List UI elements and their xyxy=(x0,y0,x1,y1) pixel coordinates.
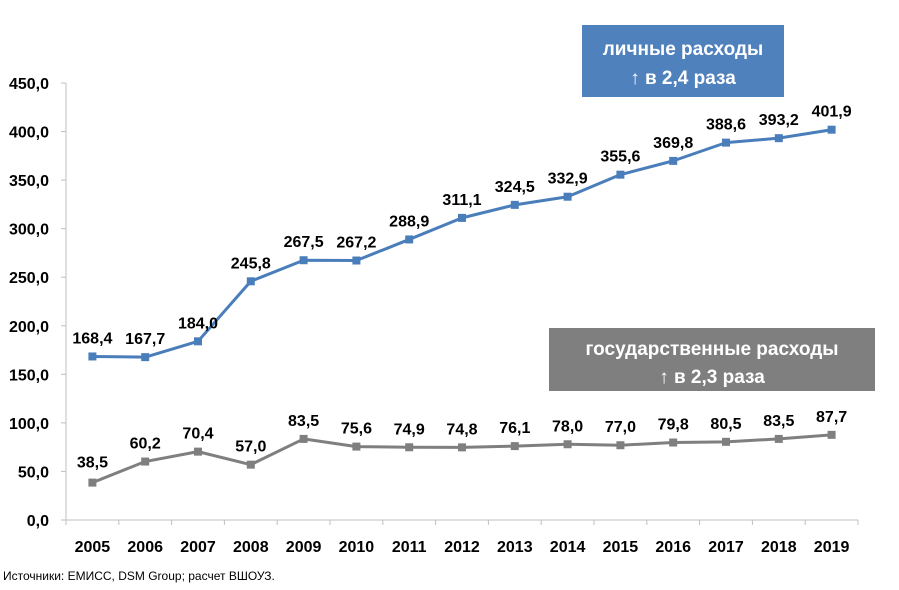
y-tick-label: 250,0 xyxy=(9,270,49,287)
y-tick-label: 300,0 xyxy=(9,222,49,239)
series-2-point xyxy=(563,440,572,449)
x-tick-label: 2005 xyxy=(75,539,111,556)
series-2-point xyxy=(827,430,836,439)
x-tick-label: 2017 xyxy=(708,539,744,556)
series-1-data-label: 393,2 xyxy=(759,112,799,129)
y-tick-label: 400,0 xyxy=(9,125,49,142)
y-tick-label: 450,0 xyxy=(9,76,49,93)
x-tick-label: 2015 xyxy=(603,539,639,556)
x-tick-label: 2011 xyxy=(392,539,427,556)
series-2-data-label: 80,5 xyxy=(710,416,741,433)
axes: 0,0 50,0 100,0 150,0 200,0 250,0 300,0 350,0 400… xyxy=(9,76,859,556)
series-2-data-label: 38,5 xyxy=(77,455,108,472)
series-1-point xyxy=(141,353,150,362)
y-tick-label: 350,0 xyxy=(9,173,49,190)
data-labels: 168,4 167,7 184,0 245,8 267,5 267,2 288,9 311,1… xyxy=(72,104,851,472)
y-tick-label: 100,0 xyxy=(9,416,49,433)
series-1-point xyxy=(563,192,572,201)
x-tick-label: 2013 xyxy=(497,539,533,556)
series-2-data-label: 74,9 xyxy=(394,421,425,438)
series-2-data-label: 77,0 xyxy=(605,419,636,436)
y-tick-label: 0,0 xyxy=(27,513,49,530)
series-2-point xyxy=(405,443,414,452)
series-2-point xyxy=(616,441,625,450)
x-tick-label: 2009 xyxy=(286,539,322,556)
annotation-government-line2: ↑ в 2,3 раза xyxy=(659,367,765,388)
series-2-data-label: 75,6 xyxy=(341,421,372,438)
x-tick-label: 2018 xyxy=(761,539,797,556)
series-1-point xyxy=(88,352,97,361)
series-1-data-label: 324,5 xyxy=(495,179,535,196)
series-1-data-label: 311,1 xyxy=(442,192,481,209)
series-2-data-label: 74,8 xyxy=(446,421,477,438)
series-1-point xyxy=(405,235,414,244)
series-1-point xyxy=(722,138,730,147)
series-1-point xyxy=(458,213,466,222)
series-1-point xyxy=(352,256,361,265)
annotation-personal-line2: ↑ в 2,4 раза xyxy=(630,68,736,89)
series-2-data-label: 87,7 xyxy=(816,409,847,426)
series-2-data-label: 60,2 xyxy=(130,436,161,453)
series-2-point xyxy=(194,447,202,456)
series-1-point xyxy=(669,156,678,165)
annotation-personal-line1: личные расходы xyxy=(603,39,764,60)
annotation-government-line1: государственные расходы xyxy=(585,339,838,360)
x-tick-label: 2014 xyxy=(550,539,586,556)
series-2-point xyxy=(88,478,97,487)
series-1-point xyxy=(299,256,308,265)
series-2-point xyxy=(352,442,361,451)
series-1-point xyxy=(616,170,625,179)
y-tick-label: 200,0 xyxy=(9,319,49,336)
series-1-data-label: 245,8 xyxy=(231,255,271,272)
annotation-government-box xyxy=(549,328,875,391)
series-2-data-label: 78,0 xyxy=(552,418,583,435)
series-1-point xyxy=(194,337,202,346)
x-tick-label: 2019 xyxy=(814,539,850,556)
x-tick-label: 2012 xyxy=(444,539,480,556)
annotation-personal: личные расходы ↑ в 2,4 раза xyxy=(582,25,784,97)
series-1-data-label: 184,0 xyxy=(178,315,218,332)
series-1-data-label: 167,7 xyxy=(125,331,165,348)
series-1-data-label: 267,2 xyxy=(336,235,376,252)
y-tick-label: 150,0 xyxy=(9,367,49,384)
series-2-data-label: 83,5 xyxy=(288,413,319,430)
series-2-point xyxy=(458,443,466,452)
series-1-data-label: 288,9 xyxy=(389,213,429,230)
series-2-point xyxy=(246,460,255,469)
series-1-point xyxy=(510,200,519,209)
series-2-point xyxy=(141,457,150,466)
series-2-point xyxy=(722,437,730,446)
series-1-point xyxy=(774,134,783,143)
series-2-data-label: 57,0 xyxy=(235,439,266,456)
series-2-data-label: 70,4 xyxy=(182,426,213,443)
x-tick-label: 2010 xyxy=(339,539,375,556)
series-2-data-label: 83,5 xyxy=(763,413,794,430)
x-tick-label: 2016 xyxy=(655,539,691,556)
series-1-data-label: 369,8 xyxy=(653,135,693,152)
series-1-data-label: 168,4 xyxy=(72,330,112,347)
annotation-personal-box xyxy=(582,25,784,97)
series-2-point xyxy=(669,438,678,447)
series-2-point xyxy=(510,442,519,451)
series-1-data-label: 355,6 xyxy=(600,149,640,166)
annotation-government: государственные расходы ↑ в 2,3 раза xyxy=(549,328,875,391)
series-layer xyxy=(88,125,836,487)
series-1-data-label: 401,9 xyxy=(812,104,852,121)
y-tick-label: 50,0 xyxy=(18,464,49,481)
x-tick-label: 2008 xyxy=(233,539,269,556)
series-2-data-label: 79,8 xyxy=(658,417,689,434)
series-1-data-label: 267,5 xyxy=(284,234,324,251)
series-2-point xyxy=(299,434,308,443)
x-tick-label: 2007 xyxy=(180,539,216,556)
x-tick-label: 2006 xyxy=(127,539,163,556)
source-note: Источники: ЕМИСС, DSM Group; расчет ВШОУ… xyxy=(3,569,275,583)
series-1-data-label: 332,9 xyxy=(548,171,588,188)
series-1-point xyxy=(246,277,255,286)
series-1-data-label: 388,6 xyxy=(706,117,746,134)
series-1-point xyxy=(827,125,836,134)
series-2-data-label: 76,1 xyxy=(499,420,530,437)
series-2-point xyxy=(774,434,783,443)
